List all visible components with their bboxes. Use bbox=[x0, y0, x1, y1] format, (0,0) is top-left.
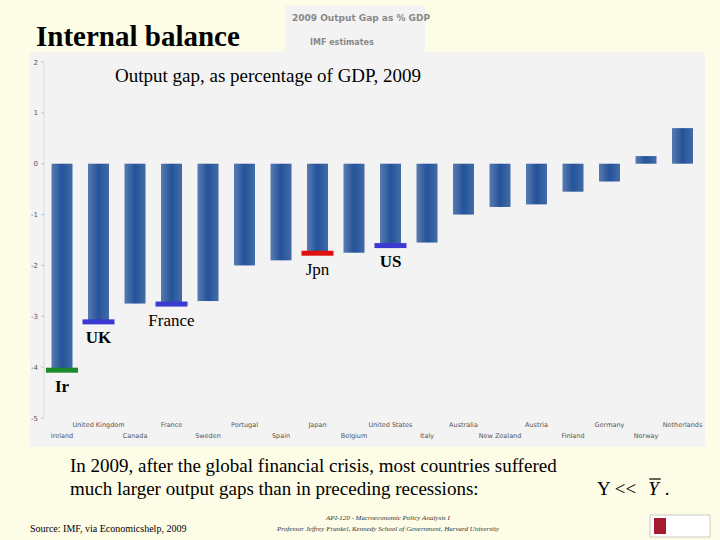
y-tick-label: 0 bbox=[34, 160, 38, 168]
bar bbox=[125, 164, 146, 304]
bar bbox=[271, 164, 292, 261]
slide: 2009 Output Gap as % GDP IMF estimates Int… bbox=[0, 0, 720, 540]
category-label: Italy bbox=[420, 432, 434, 440]
annotation-marker bbox=[302, 251, 334, 256]
category-label: Germany bbox=[595, 421, 625, 429]
y-tick-label: 1 bbox=[34, 109, 38, 117]
background bbox=[0, 0, 720, 540]
bar bbox=[307, 164, 328, 253]
footer-line: Professor Jeffrey Frankel, Kennedy Schoo… bbox=[276, 525, 500, 533]
bar bbox=[52, 164, 73, 370]
slide-heading: Internal balance bbox=[36, 20, 240, 52]
annotation-label: Ir bbox=[55, 377, 70, 396]
y-tick bbox=[41, 214, 44, 215]
annotation-label: US bbox=[380, 252, 402, 271]
y-tick-label: -5 bbox=[31, 415, 38, 423]
category-label: Spain bbox=[272, 432, 290, 440]
category-label: Finland bbox=[561, 432, 584, 440]
bar bbox=[88, 164, 109, 322]
y-tick bbox=[41, 367, 44, 368]
category-label: France bbox=[161, 421, 183, 429]
y-tick bbox=[41, 112, 44, 113]
caption-line: much larger output gaps than in precedin… bbox=[70, 478, 479, 499]
annotation-marker bbox=[83, 319, 115, 324]
bar bbox=[490, 164, 511, 207]
bar bbox=[344, 164, 365, 253]
y-tick bbox=[41, 418, 44, 419]
category-label: Japan bbox=[307, 421, 326, 429]
y-tick bbox=[41, 316, 44, 317]
category-label: United Kingdom bbox=[72, 421, 124, 429]
bar bbox=[672, 128, 693, 164]
y-axis-line bbox=[44, 62, 45, 418]
category-label: Ireland bbox=[51, 432, 73, 440]
category-label: Austria bbox=[525, 421, 548, 429]
annotation-label: UK bbox=[86, 328, 112, 347]
category-label: Netherlands bbox=[663, 421, 703, 429]
annotation-marker bbox=[156, 302, 188, 307]
y-tick-label: -1 bbox=[31, 211, 38, 219]
bar bbox=[417, 164, 438, 243]
bar bbox=[380, 164, 401, 245]
formula-part: Y << bbox=[597, 478, 636, 499]
y-tick-label: -2 bbox=[31, 262, 38, 270]
y-tick bbox=[41, 265, 44, 266]
y-tick-label: -4 bbox=[31, 364, 39, 372]
bar bbox=[234, 164, 255, 266]
y-tick-label: 2 bbox=[34, 59, 38, 67]
bar bbox=[599, 164, 620, 182]
bar bbox=[526, 164, 547, 205]
y-tick bbox=[41, 62, 44, 63]
category-label: United States bbox=[368, 421, 413, 429]
category-label: Portugal bbox=[231, 421, 258, 429]
category-label: Belgium bbox=[341, 432, 368, 440]
formula-bar bbox=[649, 478, 661, 479]
annotation-marker bbox=[375, 243, 407, 248]
chart-panel bbox=[30, 52, 705, 447]
category-label: Canada bbox=[123, 432, 148, 440]
y-tick bbox=[41, 163, 44, 164]
annotation-label: France bbox=[148, 311, 194, 330]
formula-part: Y bbox=[648, 478, 661, 499]
bar bbox=[636, 156, 657, 164]
annotation-label: Jpn bbox=[306, 260, 330, 279]
bar bbox=[563, 164, 584, 192]
bars bbox=[52, 128, 694, 370]
source: Source: IMF, via Economicshelp, 2009 bbox=[30, 523, 186, 534]
overlay-title: Output gap, as percentage of GDP, 2009 bbox=[115, 65, 421, 86]
category-label: Norway bbox=[634, 432, 659, 440]
formula-part: . bbox=[665, 478, 670, 499]
category-label: Sweden bbox=[195, 432, 221, 440]
footer-line: API-120 - Macroeconomic Policy Analysis … bbox=[325, 514, 450, 522]
caption-line: In 2009, after the global financial cris… bbox=[70, 455, 557, 476]
category-label: Australia bbox=[449, 421, 478, 429]
logo-shield bbox=[654, 518, 666, 534]
bar bbox=[198, 164, 219, 301]
chart-title: 2009 Output Gap as % GDP bbox=[292, 13, 430, 23]
y-tick-label: -3 bbox=[31, 313, 38, 321]
logo bbox=[650, 515, 710, 537]
chart-subtitle: IMF estimates bbox=[310, 38, 374, 47]
category-label: New Zealand bbox=[479, 432, 522, 440]
bar bbox=[161, 164, 182, 304]
annotation-marker bbox=[46, 368, 78, 373]
bar bbox=[453, 164, 474, 215]
